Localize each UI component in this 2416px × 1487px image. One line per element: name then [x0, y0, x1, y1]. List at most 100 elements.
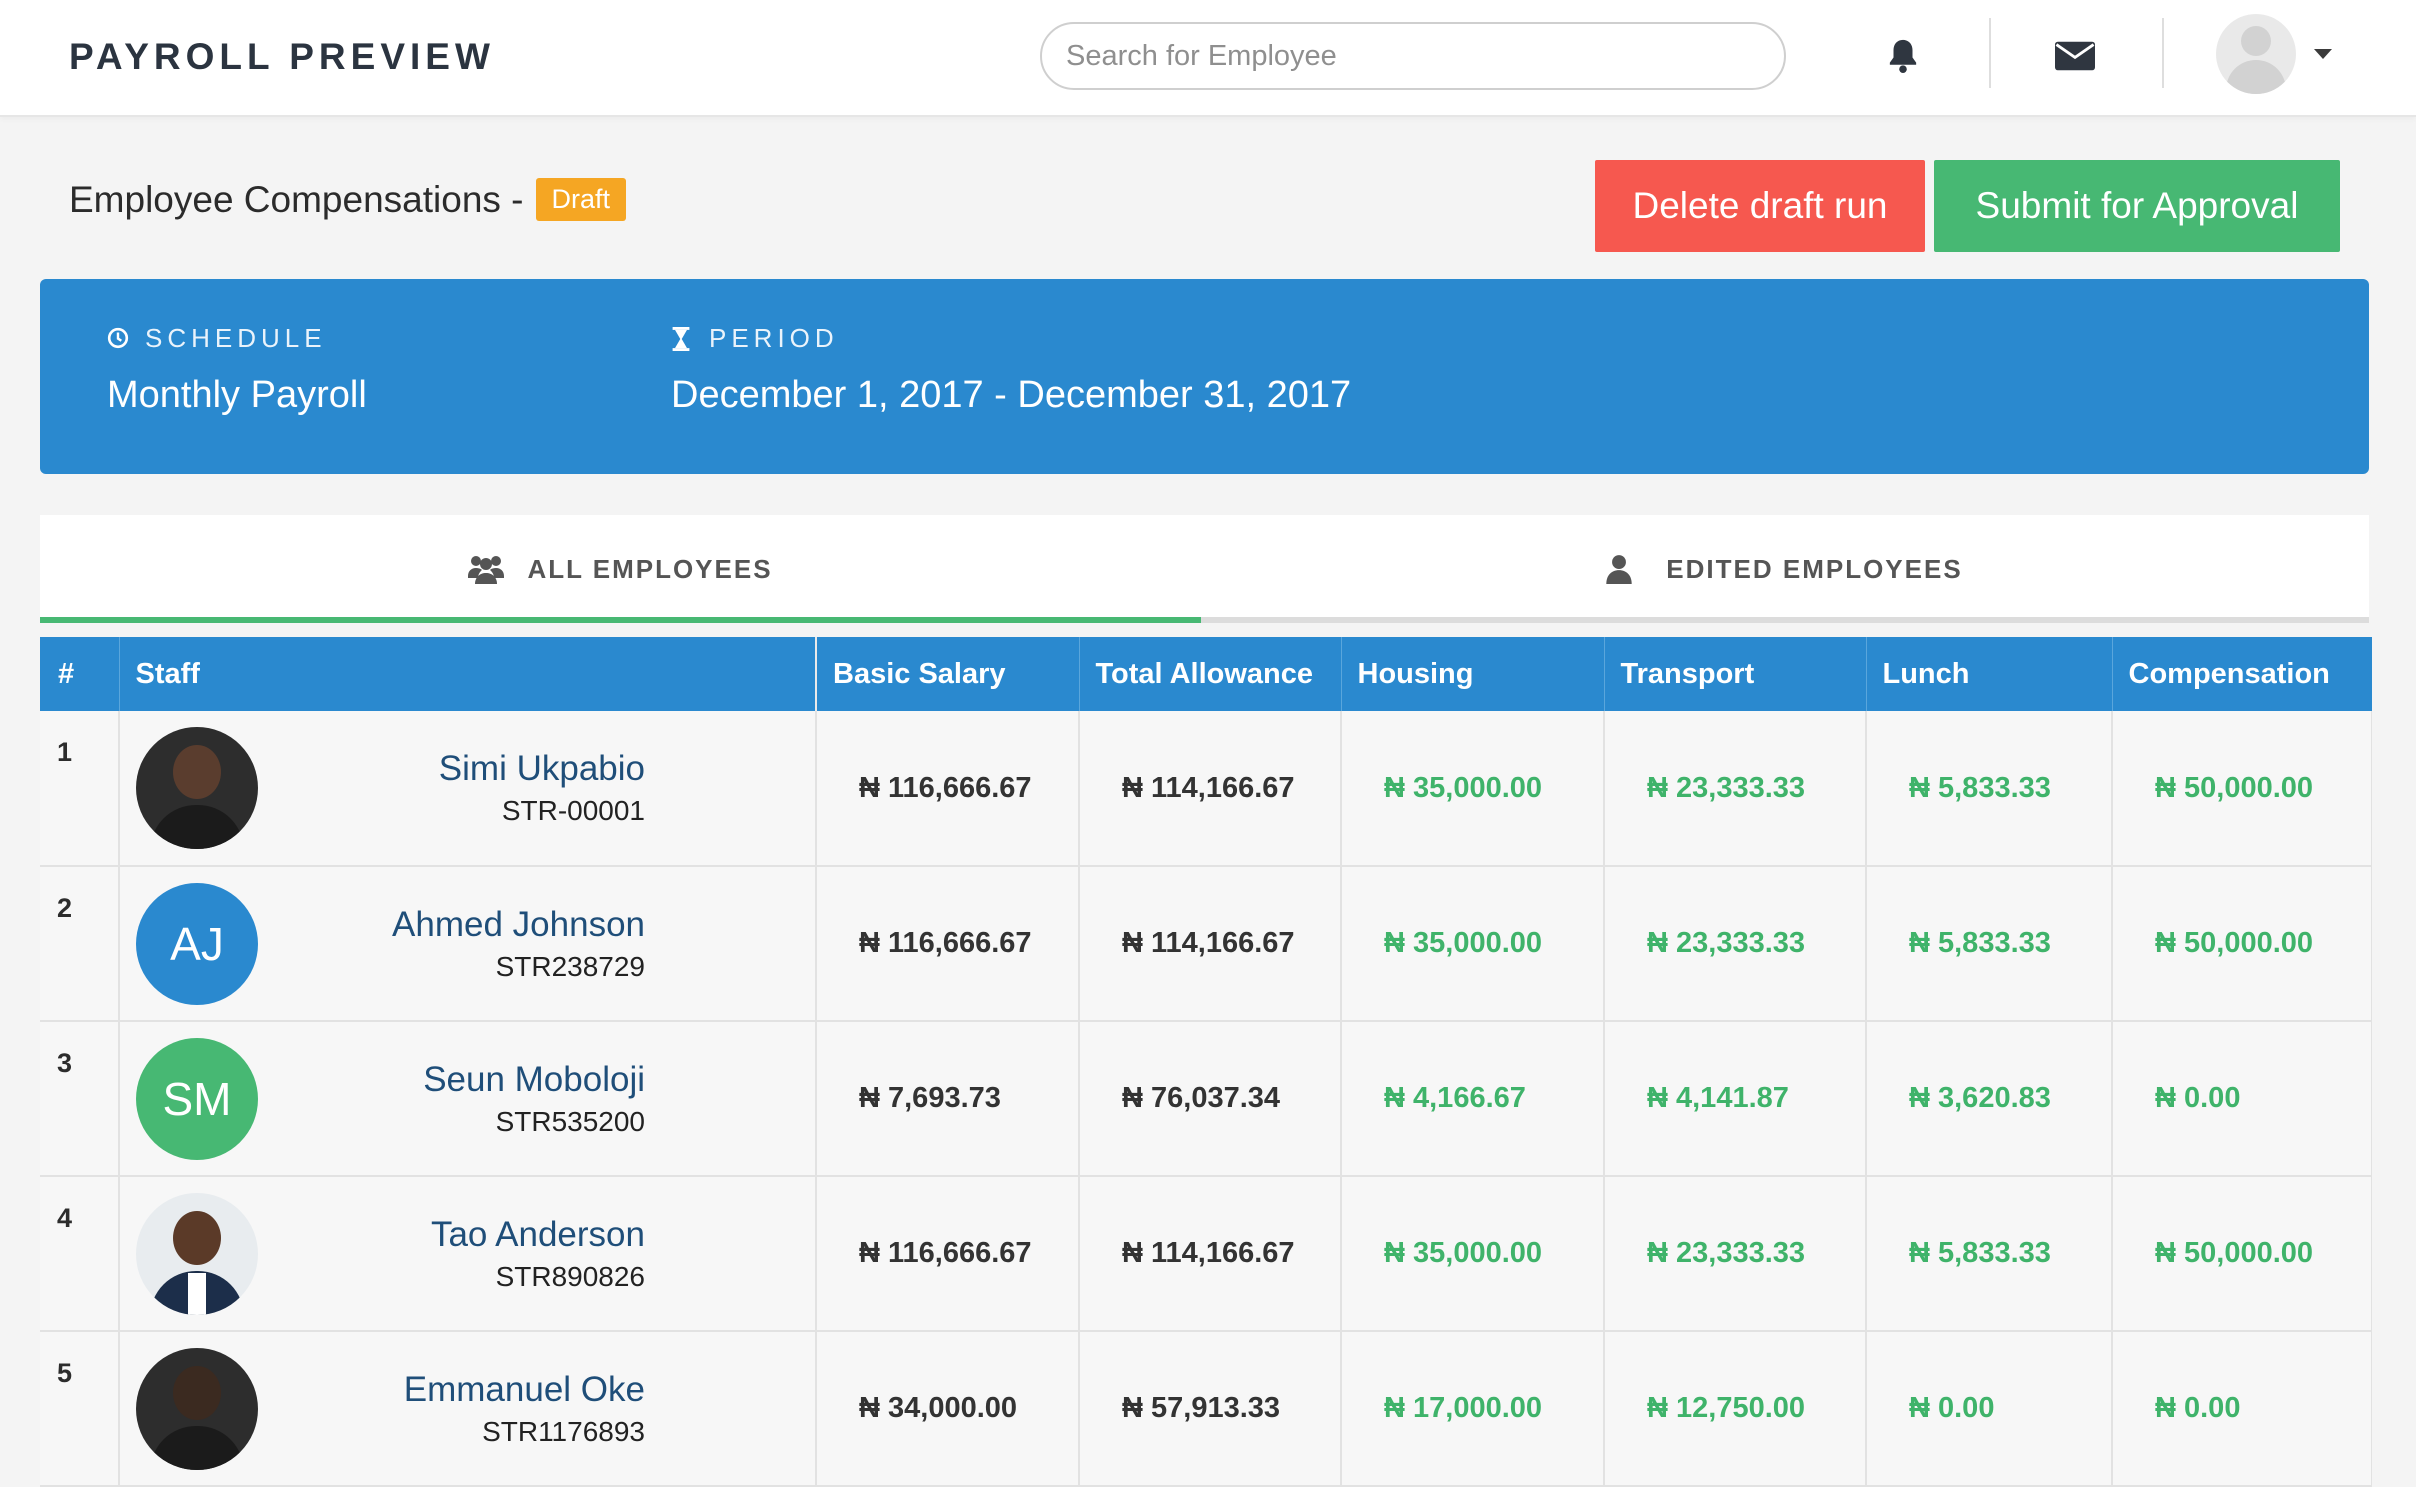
housing-cell: ₦ 35,000.00 [1341, 866, 1605, 1022]
app-title: PAYROLL PREVIEW [69, 36, 495, 77]
staff-cell: Emmanuel Oke STR1176893 [119, 1331, 817, 1487]
tab-edited-employees[interactable]: EDITED EMPLOYEES [1200, 515, 2369, 623]
top-navbar: PAYROLL PREVIEW [0, 0, 2416, 117]
total-allowance-cell: ₦ 57,913.33 [1079, 1331, 1342, 1487]
tab-underline [40, 617, 2369, 623]
compensation-cell: ₦ 0.00 [2112, 1021, 2372, 1177]
lunch-cell: ₦ 5,833.33 [1866, 1176, 2113, 1332]
column-header[interactable]: Compensation [2112, 637, 2372, 711]
envelope-icon [2055, 41, 2095, 71]
column-header[interactable]: Transport [1604, 637, 1867, 711]
housing-cell: ₦ 17,000.00 [1341, 1331, 1605, 1487]
basic-salary-cell: ₦ 116,666.67 [816, 1176, 1080, 1332]
navbar-divider [1989, 18, 1991, 88]
column-header[interactable]: Lunch [1866, 637, 2113, 711]
employee-name-link[interactable]: Tao Anderson [430, 1214, 645, 1254]
compensation-cell: ₦ 0.00 [2112, 1331, 2372, 1487]
employee-name-link[interactable]: Emmanuel Oke [403, 1369, 645, 1409]
basic-salary-cell: ₦ 116,666.67 [816, 711, 1080, 867]
avatar [136, 1192, 258, 1315]
row-number: 2 [40, 866, 120, 1022]
hourglass-icon [671, 326, 695, 351]
search-input[interactable] [1040, 22, 1786, 90]
tab-label: ALL EMPLOYEES [527, 553, 773, 584]
caret-down-icon [2314, 49, 2332, 59]
table-row[interactable]: 2 AJ Ahmed Johnson STR238729 ₦ 116,666.6… [40, 866, 2372, 1022]
housing-cell: ₦ 4,166.67 [1341, 1021, 1605, 1177]
compensation-table: # Staff Basic Salary Total Allowance Hou… [40, 637, 2372, 1487]
column-header[interactable]: Staff [119, 637, 817, 711]
row-number: 5 [40, 1331, 120, 1487]
page-title-text: Employee Compensations - [69, 178, 524, 220]
user-menu-button[interactable] [2216, 14, 2334, 94]
total-allowance-cell: ₦ 114,166.67 [1079, 1176, 1342, 1332]
period-block: PERIOD December 1, 2017 - December 31, 2… [671, 323, 1351, 417]
user-icon [1606, 553, 1644, 585]
page-title: Employee Compensations - Draft [69, 178, 627, 221]
table-row[interactable]: 3 SM Seun Moboloji STR535200 ₦ 7,693.73 … [40, 1021, 2372, 1177]
compensation-cell: ₦ 50,000.00 [2112, 1176, 2372, 1332]
lunch-cell: ₦ 0.00 [1866, 1331, 2113, 1487]
tab-all-employees[interactable]: ALL EMPLOYEES [40, 515, 1200, 623]
employee-id: STR1176893 [482, 1415, 645, 1447]
schedule-banner: SCHEDULE Monthly Payroll PERIOD December… [40, 279, 2369, 474]
total-allowance-cell: ₦ 76,037.34 [1079, 1021, 1342, 1177]
basic-salary-cell: ₦ 7,693.73 [816, 1021, 1080, 1177]
transport-cell: ₦ 23,333.33 [1604, 866, 1867, 1022]
employee-tabs: ALL EMPLOYEES EDITED EMPLOYEES [40, 515, 2369, 623]
navbar-divider [2162, 18, 2164, 88]
total-allowance-cell: ₦ 114,166.67 [1079, 711, 1342, 867]
transport-cell: ₦ 23,333.33 [1604, 711, 1867, 867]
users-icon [467, 553, 505, 585]
avatar [136, 1347, 258, 1470]
transport-cell: ₦ 4,141.87 [1604, 1021, 1867, 1177]
compensation-cell: ₦ 50,000.00 [2112, 711, 2372, 867]
row-number: 4 [40, 1176, 120, 1332]
avatar [136, 727, 258, 849]
period-value: December 1, 2017 - December 31, 2017 [671, 374, 1352, 416]
transport-cell: ₦ 23,333.33 [1604, 1176, 1867, 1332]
table-row[interactable]: 5 Emmanuel Oke STR1176893 ₦ 34,000.00 ₦ … [40, 1331, 2372, 1487]
clock-icon [107, 327, 131, 351]
transport-cell: ₦ 12,750.00 [1604, 1331, 1867, 1487]
staff-cell: Tao Anderson STR890826 [119, 1176, 817, 1332]
employee-id: STR238729 [495, 950, 645, 982]
status-badge: Draft [535, 178, 627, 221]
lunch-cell: ₦ 3,620.83 [1866, 1021, 2113, 1177]
table-row[interactable]: 4 Tao Anderson STR890826 ₦ 116,666.67 ₦ … [40, 1176, 2372, 1332]
bell-icon [1889, 39, 1917, 73]
period-label: PERIOD [709, 323, 839, 353]
employee-name-link[interactable]: Ahmed Johnson [392, 904, 645, 944]
employee-name-link[interactable]: Simi Ukpabio [438, 749, 645, 788]
table-row[interactable]: 1 Simi Ukpabio STR-00001 ₦ 116,666.67 ₦ … [40, 711, 2372, 867]
column-header[interactable]: Total Allowance [1079, 637, 1342, 711]
user-avatar [2216, 14, 2296, 94]
column-header[interactable]: Basic Salary [816, 637, 1080, 711]
notifications-button[interactable] [1875, 28, 1931, 84]
column-header[interactable]: Housing [1341, 637, 1605, 711]
submit-approval-button[interactable]: Submit for Approval [1934, 160, 2340, 252]
delete-draft-button[interactable]: Delete draft run [1595, 160, 1925, 252]
messages-button[interactable] [2047, 28, 2103, 84]
housing-cell: ₦ 35,000.00 [1341, 711, 1605, 867]
employee-id: STR535200 [495, 1105, 645, 1137]
column-header[interactable]: # [40, 637, 120, 711]
staff-cell: AJ Ahmed Johnson STR238729 [119, 866, 817, 1022]
avatar: AJ [136, 882, 258, 1005]
staff-cell: Simi Ukpabio STR-00001 [119, 711, 817, 867]
housing-cell: ₦ 35,000.00 [1341, 1176, 1605, 1332]
schedule-value: Monthly Payroll [107, 374, 367, 416]
tab-label: EDITED EMPLOYEES [1666, 553, 1963, 584]
employee-id: STR890826 [495, 1260, 645, 1292]
lunch-cell: ₦ 5,833.33 [1866, 866, 2113, 1022]
employee-id: STR-00001 [501, 795, 645, 826]
compensation-cell: ₦ 50,000.00 [2112, 866, 2372, 1022]
employee-name-link[interactable]: Seun Moboloji [423, 1059, 645, 1099]
row-number: 3 [40, 1021, 120, 1177]
schedule-label: SCHEDULE [145, 323, 327, 353]
lunch-cell: ₦ 5,833.33 [1866, 711, 2113, 867]
avatar: SM [136, 1037, 258, 1160]
total-allowance-cell: ₦ 114,166.67 [1079, 866, 1342, 1022]
row-number: 1 [40, 711, 120, 867]
active-tab-indicator [40, 617, 1201, 623]
